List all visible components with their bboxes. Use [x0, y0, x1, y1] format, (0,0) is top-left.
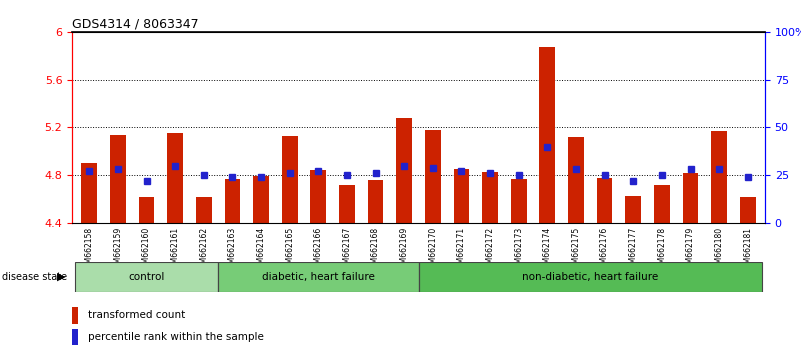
Bar	[72, 329, 78, 345]
Bar	[682, 173, 698, 223]
Bar	[511, 179, 526, 223]
Bar	[75, 262, 218, 292]
Bar	[82, 163, 97, 223]
Bar	[368, 180, 384, 223]
Text: non-diabetic, heart failure: non-diabetic, heart failure	[522, 272, 658, 282]
Bar	[654, 185, 670, 223]
Bar	[425, 130, 441, 223]
Text: diabetic, heart failure: diabetic, heart failure	[262, 272, 375, 282]
Bar	[568, 137, 584, 223]
Text: GDS4314 / 8063347: GDS4314 / 8063347	[72, 18, 199, 31]
Text: disease state: disease state	[2, 272, 66, 282]
Text: percentile rank within the sample: percentile rank within the sample	[88, 332, 264, 342]
Bar	[339, 185, 355, 223]
Bar	[711, 131, 727, 223]
Bar	[72, 307, 78, 324]
Bar	[253, 176, 269, 223]
Bar	[282, 136, 297, 223]
Bar	[482, 172, 498, 223]
Bar	[196, 197, 211, 223]
Bar	[218, 262, 418, 292]
Bar	[626, 195, 641, 223]
Bar	[396, 118, 412, 223]
Text: control: control	[128, 272, 165, 282]
Bar	[418, 262, 762, 292]
Bar	[167, 133, 183, 223]
Bar	[139, 197, 155, 223]
Bar	[224, 179, 240, 223]
Bar	[453, 169, 469, 223]
Bar	[311, 171, 326, 223]
Text: ▶: ▶	[57, 272, 66, 282]
Bar	[597, 178, 613, 223]
Bar	[540, 47, 555, 223]
Bar	[740, 197, 755, 223]
Bar	[110, 135, 126, 223]
Text: transformed count: transformed count	[88, 310, 185, 320]
